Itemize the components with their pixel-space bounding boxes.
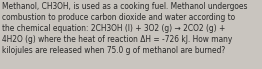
Text: Methanol, CH3OH, is used as a cooking fuel. Methanol undergoes
combustion to pro: Methanol, CH3OH, is used as a cooking fu…	[2, 2, 248, 55]
